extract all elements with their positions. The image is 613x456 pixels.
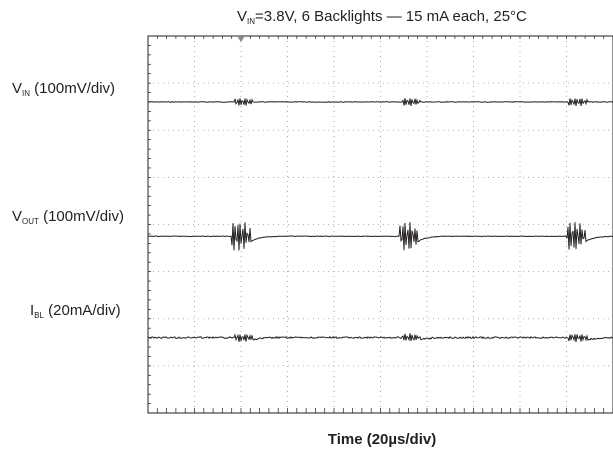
channel-label-vin: VIN (100mV/div) bbox=[12, 80, 115, 98]
trace-ibl bbox=[147, 333, 613, 342]
plot-area bbox=[147, 35, 613, 414]
channel-label-ibl: IBL (20mA/div) bbox=[30, 302, 121, 320]
trigger-marker-icon bbox=[237, 36, 245, 42]
trace-vin bbox=[148, 98, 613, 106]
x-axis-label: Time (20µs/div) bbox=[328, 431, 436, 448]
trace-vout bbox=[147, 222, 613, 251]
channel-label-vout: VOUT (100mV/div) bbox=[12, 208, 124, 226]
chart-title: VIN=3.8V, 6 Backlights — 15 mA each, 25°… bbox=[237, 8, 527, 26]
